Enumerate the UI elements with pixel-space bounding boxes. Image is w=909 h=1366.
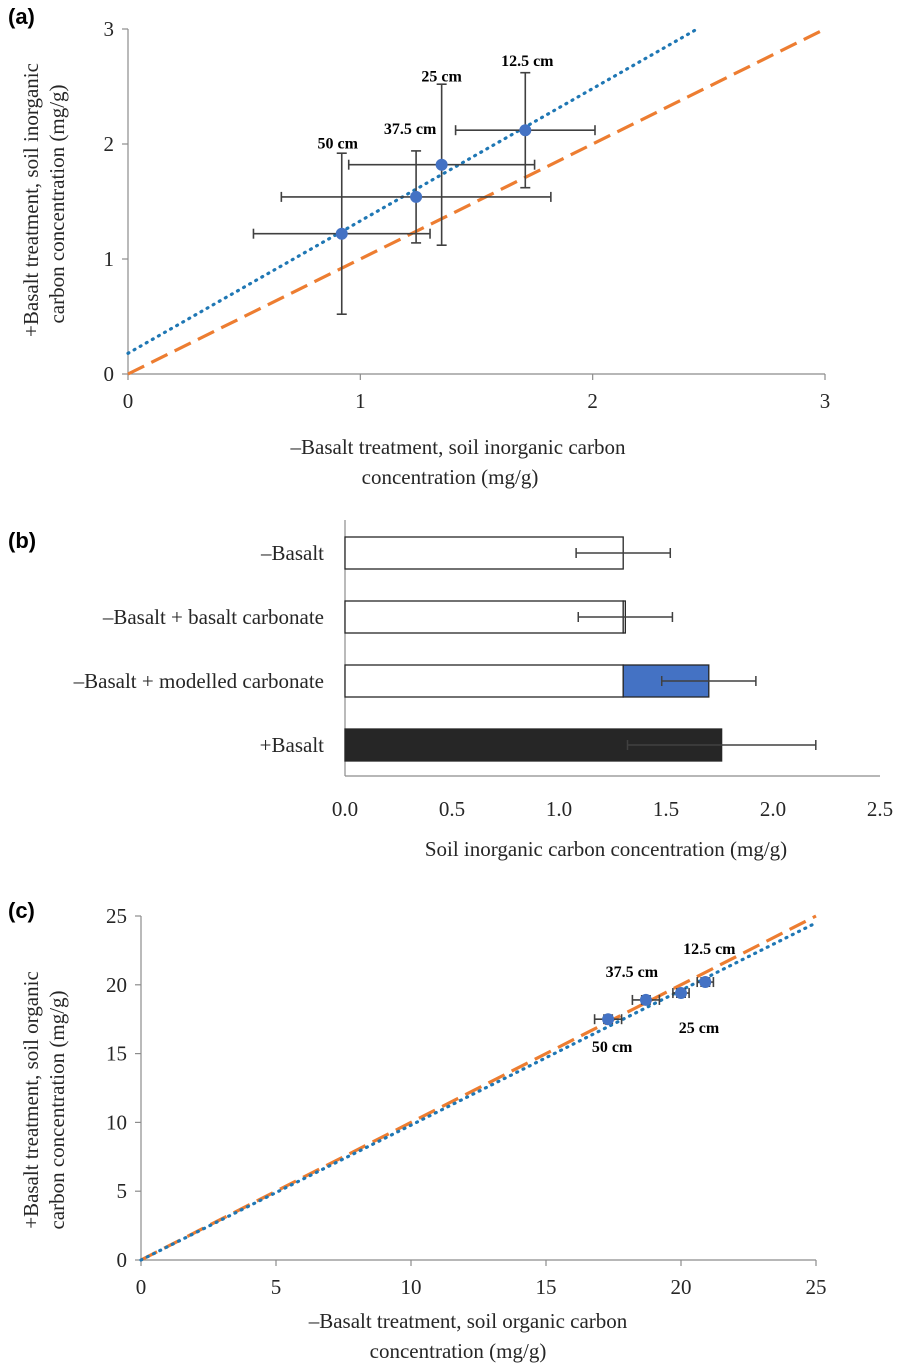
panel-c-axes: 0 5 10 15 20 25 0 5 10 15 20 25 bbox=[106, 904, 827, 1299]
panel-c-xlabel-line1: –Basalt treatment, soil organic carbon bbox=[308, 1309, 628, 1333]
panel-b-label: (b) bbox=[8, 528, 36, 553]
panel-a-y-tick-label: 2 bbox=[104, 132, 115, 156]
panel-a-lines bbox=[126, 27, 826, 376]
panel-c-trendline bbox=[139, 921, 818, 1262]
panel-c-points: 12.5 cm 25 cm 37.5 cm 50 cm bbox=[592, 941, 736, 1056]
panel-a-y-tick-label: 3 bbox=[104, 17, 115, 41]
panel-b-x-tick-label: 0.0 bbox=[332, 797, 358, 821]
panel-b-category-label: +Basalt bbox=[260, 733, 324, 757]
panel-a-x-tick-label: 1 bbox=[355, 389, 366, 413]
panel-a-x-tick-label: 3 bbox=[820, 389, 831, 413]
panel-c-y-tick-label: 15 bbox=[106, 1042, 127, 1066]
panel-c-depth-label: 25 cm bbox=[679, 1020, 720, 1037]
panel-a-depth-label: 12.5 cm bbox=[501, 53, 554, 70]
panel-c-x-tick-label: 10 bbox=[401, 1275, 422, 1299]
panel-a-data-point bbox=[435, 158, 448, 171]
panel-a-axes: 0 1 2 3 0 1 2 3 bbox=[104, 17, 831, 413]
panel-c-y-tick-label: 20 bbox=[106, 973, 127, 997]
panel-b-x-tick-label: 2.5 bbox=[867, 797, 893, 821]
panel-c-data-point bbox=[639, 993, 652, 1006]
panel-a-xlabel-line1: –Basalt treatment, soil inorganic carbon bbox=[290, 435, 626, 459]
panel-a-x-tick-label: 2 bbox=[587, 389, 598, 413]
panel-b-axes: 0.0 0.5 1.0 1.5 2.0 2.5 –Basalt –Basalt + basal… bbox=[73, 520, 893, 821]
panel-a-depth-label: 50 cm bbox=[318, 136, 359, 153]
panel-a: (a) 0 1 2 3 0 1 2 3 12.5 cm 25 cm 37.5 cm 50 cm –B… bbox=[8, 4, 830, 489]
panel-c-one-to-one-line bbox=[140, 914, 817, 1262]
panel-b-xlabel: Soil inorganic carbon concentration (mg/… bbox=[425, 837, 787, 861]
panel-c-lines bbox=[139, 914, 818, 1262]
panel-b: (b) 0.0 0.5 1.0 1.5 2.0 2.5 –Basalt –Basalt + b… bbox=[8, 520, 893, 861]
panel-a-label: (a) bbox=[8, 4, 35, 29]
panel-a-ylabel-line1: +Basalt treatment, soil inorganic bbox=[19, 63, 43, 337]
panel-c-x-tick-label: 0 bbox=[136, 1275, 147, 1299]
panel-c-y-tick-label: 25 bbox=[106, 904, 127, 928]
panel-c: (c) 0 5 10 15 20 25 0 5 10 15 20 25 12.5 cm 25 cm 37.… bbox=[8, 898, 827, 1363]
panel-c-y-tick-label: 0 bbox=[117, 1248, 128, 1272]
panel-a-xlabel-line2: concentration (mg/g) bbox=[362, 465, 539, 489]
panel-b-x-tick-label: 0.5 bbox=[439, 797, 465, 821]
panel-a-data-point bbox=[519, 124, 532, 137]
panel-a-trendline bbox=[126, 27, 699, 355]
panel-a-one-to-one-line bbox=[127, 27, 826, 376]
panel-c-y-tick-label: 10 bbox=[106, 1110, 127, 1134]
panel-c-ylabel-line1: +Basalt treatment, soil organic bbox=[19, 971, 43, 1229]
panel-c-xlabel-line2: concentration (mg/g) bbox=[370, 1339, 547, 1363]
panel-b-category-label: –Basalt + modelled carbonate bbox=[73, 669, 324, 693]
panel-a-data-point bbox=[335, 227, 348, 240]
panel-a-ylabel-line2: carbon concentration (mg/g) bbox=[45, 84, 69, 323]
panel-c-data-point bbox=[602, 1013, 615, 1026]
panel-a-depth-label: 37.5 cm bbox=[384, 121, 437, 138]
panel-b-category-label: –Basalt bbox=[260, 541, 324, 565]
panel-c-depth-label: 37.5 cm bbox=[606, 964, 659, 981]
panel-c-x-tick-label: 25 bbox=[806, 1275, 827, 1299]
panel-c-x-tick-label: 20 bbox=[671, 1275, 692, 1299]
panel-b-x-tick-label: 1.0 bbox=[546, 797, 572, 821]
panel-b-category-label: –Basalt + basalt carbonate bbox=[102, 605, 324, 629]
panel-c-x-tick-label: 15 bbox=[536, 1275, 557, 1299]
panel-a-data-point bbox=[410, 190, 423, 203]
panel-a-y-tick-label: 0 bbox=[104, 362, 115, 386]
panel-a-points: 12.5 cm 25 cm 37.5 cm 50 cm bbox=[252, 53, 596, 316]
panel-b-x-tick-label: 1.5 bbox=[653, 797, 679, 821]
panel-b-bar bbox=[344, 664, 624, 698]
panel-c-y-tick-label: 5 bbox=[117, 1179, 128, 1203]
panel-c-data-point bbox=[699, 976, 712, 989]
panel-a-y-tick-label: 1 bbox=[104, 247, 115, 271]
panel-c-data-point bbox=[675, 987, 687, 1000]
panel-a-x-tick-label: 0 bbox=[123, 389, 134, 413]
panel-c-label: (c) bbox=[8, 898, 35, 923]
panel-c-ylabel-line2: carbon concentration (mg/g) bbox=[45, 990, 69, 1229]
panel-b-x-tick-label: 2.0 bbox=[760, 797, 786, 821]
panel-c-depth-label: 50 cm bbox=[592, 1039, 633, 1056]
panel-c-x-tick-label: 5 bbox=[271, 1275, 282, 1299]
panel-c-depth-label: 12.5 cm bbox=[683, 941, 736, 958]
panel-a-depth-label: 25 cm bbox=[421, 69, 462, 86]
panel-b-bars bbox=[344, 536, 817, 762]
